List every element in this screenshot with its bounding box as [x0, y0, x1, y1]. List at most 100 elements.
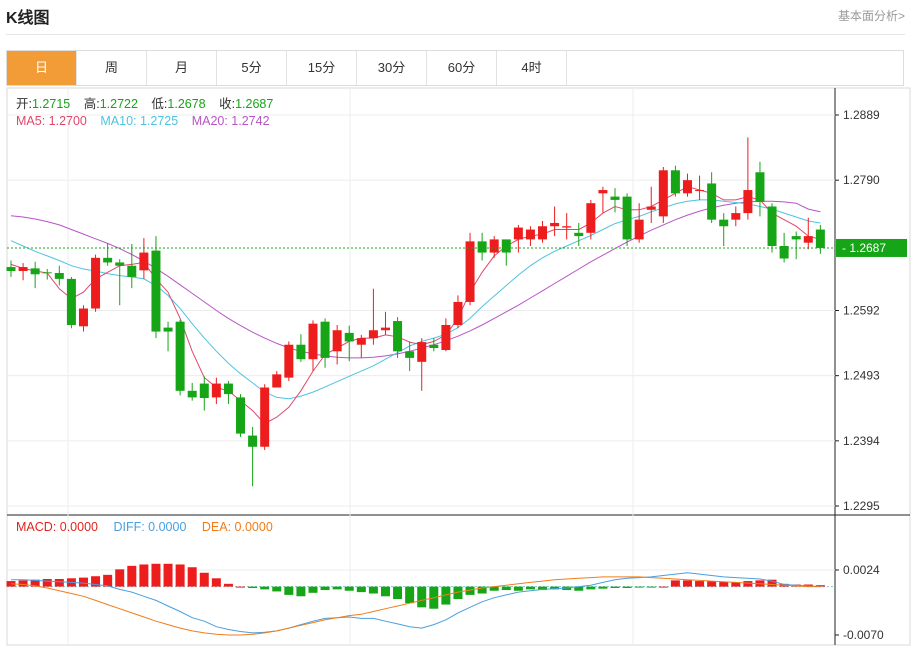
macd-bar [248, 586, 258, 588]
macd-bar [610, 586, 620, 588]
macd-bar [236, 586, 246, 588]
macd-bar [670, 580, 680, 587]
macd-bar [42, 578, 52, 587]
macd-bar [199, 572, 209, 587]
candle-body [151, 250, 161, 332]
candle [211, 377, 221, 404]
tab-4hour[interactable]: 4时 [497, 51, 567, 85]
candle-body [248, 435, 258, 447]
candle [115, 259, 125, 306]
candle [465, 232, 475, 306]
macd-bar [465, 586, 475, 595]
candle-body [622, 196, 632, 240]
candle [538, 220, 548, 243]
fundamental-analysis-link[interactable]: 基本面分析> [837, 9, 905, 23]
candle [658, 167, 668, 223]
candle [272, 371, 282, 388]
candle [622, 193, 632, 246]
candle-body [356, 338, 366, 345]
candle [18, 263, 28, 281]
candle-body [368, 330, 378, 339]
candle-body [66, 278, 76, 325]
macd-bar [78, 577, 88, 587]
macd-bar [163, 563, 173, 587]
macd-bar [417, 586, 427, 608]
candle-body [380, 327, 390, 331]
macd-bar [344, 586, 354, 591]
macd-bar [308, 586, 318, 593]
candle-body [139, 252, 149, 271]
candle-body [731, 213, 741, 220]
ma5-value: MA5: 1.2700 [16, 114, 87, 128]
candle-body [332, 330, 342, 352]
candle-body [707, 183, 717, 220]
low-label: 低: [151, 97, 167, 111]
macd-bar [719, 581, 729, 587]
candle-body [199, 383, 209, 399]
candle-body [755, 172, 765, 202]
candle-body [211, 383, 221, 398]
open-label: 开: [16, 97, 32, 111]
macd-tick-label: -0.0070 [843, 628, 884, 642]
dea-value: DEA: 0.0000 [202, 520, 273, 534]
macd-bar [441, 586, 451, 605]
tab-15min[interactable]: 15分 [287, 51, 357, 85]
candle [574, 222, 584, 246]
tab-30min[interactable]: 30分 [357, 51, 427, 85]
macd-bar [707, 581, 717, 587]
macd-bar [622, 586, 632, 588]
candle [405, 341, 415, 372]
candle-body [115, 262, 125, 266]
macd-bar [18, 580, 28, 587]
candle [175, 319, 185, 396]
macd-bar [127, 565, 137, 587]
candle-body [586, 203, 596, 233]
grid [6, 87, 911, 646]
candle-body [682, 180, 692, 194]
candle-body [538, 226, 548, 240]
macd-bar [151, 563, 161, 587]
macd-bar [356, 586, 366, 593]
macd-bar [296, 586, 306, 597]
macd-bar [405, 586, 415, 604]
candle [163, 321, 173, 352]
candle [610, 188, 620, 213]
macd-bar [658, 586, 668, 588]
tab-5min[interactable]: 5分 [217, 51, 287, 85]
candle-body [103, 257, 113, 263]
candle [525, 226, 535, 246]
candle [707, 172, 717, 223]
candle-body [767, 206, 777, 246]
candle [634, 203, 644, 243]
candle-body [634, 219, 644, 240]
candle [54, 265, 64, 286]
macd-bar [91, 576, 101, 587]
plot-frame [6, 87, 911, 646]
candle-body [695, 190, 705, 192]
ma20-value: MA20: 1.2742 [192, 114, 270, 128]
candle-body [42, 272, 52, 274]
tab-60min[interactable]: 60分 [427, 51, 497, 85]
candle [682, 173, 692, 197]
tab-month[interactable]: 月 [147, 51, 217, 85]
tab-week[interactable]: 周 [77, 51, 147, 85]
candle [767, 203, 777, 253]
candle [103, 243, 113, 266]
tab-day[interactable]: 日 [7, 51, 77, 85]
candle-body [127, 265, 137, 277]
candle-body [658, 170, 668, 217]
candle-body [284, 344, 294, 378]
candle-body [501, 239, 511, 253]
candle [646, 186, 656, 223]
candle [6, 260, 16, 277]
candle [187, 382, 197, 401]
candle [562, 213, 572, 240]
candle [670, 165, 680, 197]
candle [477, 232, 487, 261]
candle [380, 311, 390, 335]
candle [30, 261, 40, 289]
high-label: 高: [84, 96, 100, 111]
candle-body [791, 236, 801, 240]
macd-bar [380, 586, 390, 597]
